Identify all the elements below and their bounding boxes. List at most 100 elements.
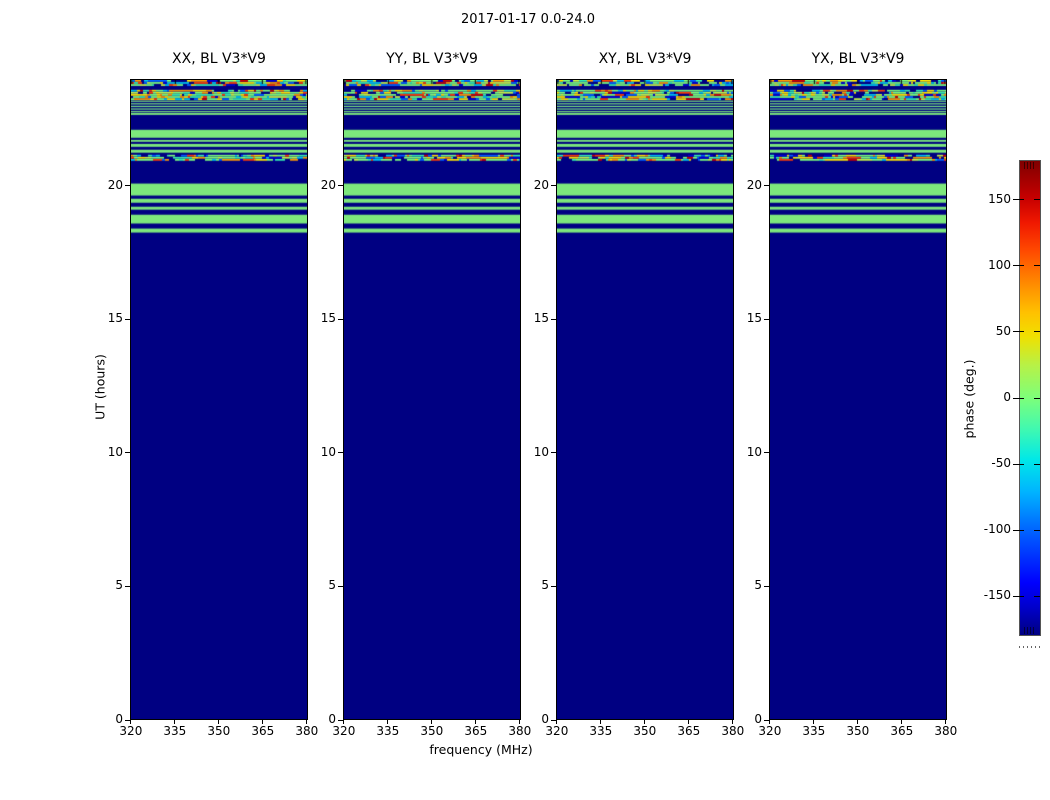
colorbar-tick [1034,199,1040,201]
y-tick [551,585,556,587]
x-tick-label: 380 [934,724,958,738]
x-tick [519,720,521,724]
y-tick-label: 10 [320,444,336,459]
colorbar-tick-label: -50 [991,456,1011,471]
y-tick [338,318,343,320]
y-tick-label: 0 [328,712,336,726]
colorbar-tick [1034,529,1040,531]
colorbar-tick [1013,529,1024,531]
x-tick [218,720,220,724]
y-tick-label: 15 [533,311,549,326]
y-tick [551,185,556,187]
colorbar-label: phase (deg.) [961,359,977,439]
colorbar-tick-label: 50 [995,323,1011,338]
y-tick-label: 15 [746,311,762,326]
y-tick-label: 10 [746,444,762,459]
colorbar-tick-label: 0 [1003,390,1011,404]
y-tick [125,719,130,721]
x-tick [769,720,771,724]
y-tick [764,452,769,454]
colorbar-top-comb-marks [1024,162,1036,169]
x-tick [644,720,646,724]
x-tick [688,720,690,724]
colorbar-tick [1034,397,1040,399]
panel-title-xx: XX, BL V3*V9 [172,51,266,67]
y-tick-label: 0 [754,712,762,726]
phase-waterfall-canvas-xx [131,80,307,719]
x-tick-label: 350 [420,724,444,738]
colorbar-tick [1013,595,1024,597]
x-tick-label: 365 [677,724,701,738]
heatmap-panel-yy [343,79,521,720]
y-tick [125,318,130,320]
y-tick [551,719,556,721]
colorbar-tick [1034,595,1040,597]
x-tick-label: 320 [332,724,356,738]
x-tick-label: 350 [207,724,231,738]
y-tick-label: 10 [533,444,549,459]
y-tick-label: 10 [107,444,123,459]
x-tick-label: 320 [119,724,143,738]
y-axis-label: UT (hours) [92,354,108,420]
x-tick-label: 365 [251,724,275,738]
phase-waterfall-canvas-yy [344,80,520,719]
x-tick [945,720,947,724]
x-tick-label: 335 [802,724,826,738]
x-tick-label: 320 [758,724,782,738]
y-tick-label: 20 [533,177,549,192]
y-tick-label: 5 [541,578,549,593]
y-tick-label: 20 [107,177,123,192]
y-tick-label: 20 [320,177,336,192]
x-tick-label: 335 [163,724,187,738]
y-tick [125,452,130,454]
colorbar-tick [1034,463,1040,465]
x-tick-label: 380 [721,724,745,738]
y-tick-label: 15 [107,311,123,326]
colorbar-tick-label: 100 [988,257,1011,272]
panel-title-xy: XY, BL V3*V9 [598,51,692,67]
x-tick [600,720,602,724]
y-tick [338,185,343,187]
y-tick [764,585,769,587]
y-tick [551,452,556,454]
x-tick-label: 320 [545,724,569,738]
x-tick-label: 335 [589,724,613,738]
y-tick [551,318,556,320]
panel-title-yx: YX, BL V3*V9 [811,51,905,67]
heatmap-panel-xx [130,79,308,720]
colorbar-bottom-comb-marks [1024,627,1036,634]
x-tick [475,720,477,724]
y-tick-label: 0 [541,712,549,726]
colorbar-tick-label: 150 [988,191,1011,206]
colorbar-tick-label: -100 [983,522,1011,537]
x-tick-label: 350 [846,724,870,738]
x-tick [262,720,264,724]
colorbar-tick-label: -150 [983,588,1011,603]
heatmap-panel-yx [769,79,947,720]
x-tick [857,720,859,724]
x-axis-label: frequency (MHz) [429,742,533,757]
y-tick-label: 15 [320,311,336,326]
x-tick [387,720,389,724]
y-tick-label: 20 [746,177,762,192]
y-tick [125,585,130,587]
colorbar-tick [1013,331,1024,333]
colorbar-tick [1013,463,1024,465]
x-tick [732,720,734,724]
colorbar-tick [1013,397,1024,399]
x-tick-label: 350 [633,724,657,738]
x-tick-label: 335 [376,724,400,738]
phase-waterfall-canvas-yx [770,80,946,719]
heatmap-panel-xy [556,79,734,720]
y-tick-label: 5 [754,578,762,593]
y-tick-label: 0 [115,712,123,726]
x-tick [306,720,308,724]
colorbar-underflow-dots [1019,646,1041,648]
y-tick [764,318,769,320]
phase-waterfall-canvas-xy [557,80,733,719]
x-tick [813,720,815,724]
y-tick [764,719,769,721]
colorbar-tick [1013,199,1024,201]
y-tick [338,719,343,721]
